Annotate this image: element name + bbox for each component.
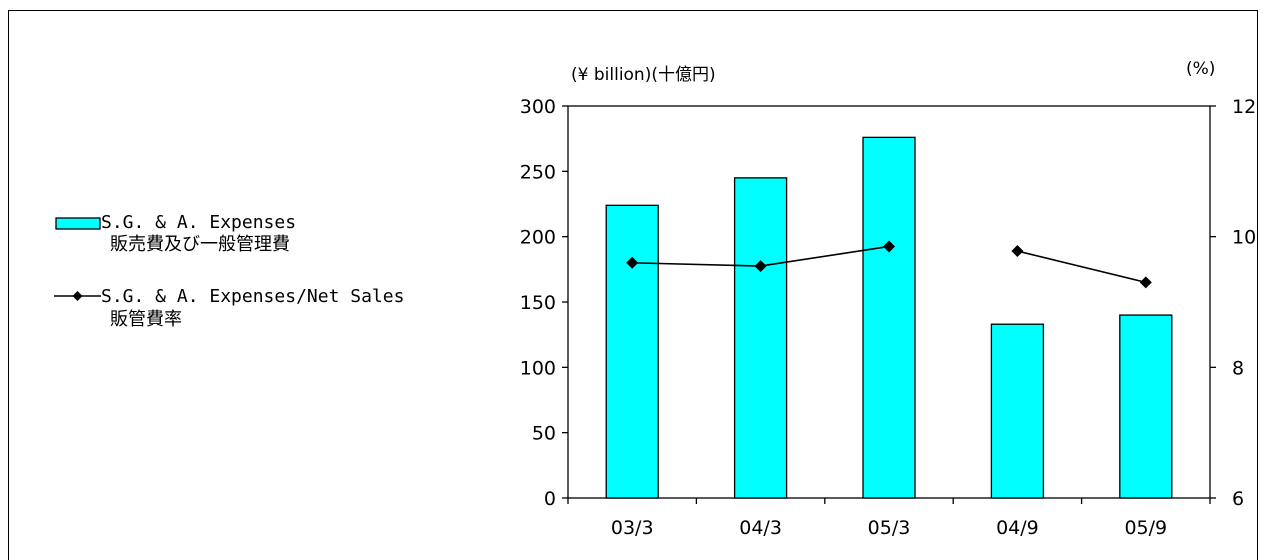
- x-axis-tick-label: 05/9: [1124, 517, 1167, 539]
- marker-sga-ratio: [883, 240, 895, 253]
- right-axis-tick-label: 6: [1232, 488, 1244, 510]
- legend-bar-label-ja: 販売費及び一般管理費: [110, 234, 290, 255]
- bar-sga-expenses: [1119, 314, 1173, 499]
- left-axis-tick-label: 250: [520, 161, 556, 183]
- bar-sga-expenses: [605, 204, 659, 499]
- bar-sga-expenses: [990, 323, 1045, 499]
- x-axis-tick-label: 03/3: [611, 517, 654, 539]
- left-axis-tick-label: 100: [520, 357, 556, 379]
- left-axis-tick-label: 150: [520, 292, 556, 314]
- x-axis-tick-label: 04/3: [739, 517, 782, 539]
- plot-area: 0 50 100 150 200 250 300 6 8 10 12 03/3 04/3 05/3 04/9…: [520, 96, 1256, 539]
- legend: S.G. & A. Expenses 販売費及び一般管理費 S.G. & A. …: [54, 212, 404, 330]
- legend-bar-swatch: [55, 217, 101, 230]
- right-axis-tick-label: 12: [1232, 96, 1256, 118]
- x-axis-tick-label: 05/3: [868, 517, 911, 539]
- right-axis-unit-label: (%): [1186, 59, 1215, 79]
- legend-line-marker: [72, 291, 83, 301]
- marker-sga-ratio: [626, 256, 639, 269]
- bar-sga-expenses: [733, 177, 788, 499]
- legend-bar-label: S.G. & A. Expenses: [101, 212, 296, 233]
- marker-sga-ratio: [1139, 276, 1152, 289]
- legend-line-label: S.G. & A. Expenses/Net Sales: [101, 286, 404, 307]
- left-axis-tick-label: 50: [532, 423, 556, 445]
- chart-frame: [8, 10, 1258, 560]
- left-axis-tick-label: 300: [520, 96, 556, 118]
- marker-sga-ratio: [754, 260, 767, 273]
- legend-line-label-ja: 販管費率: [110, 309, 182, 330]
- left-axis-unit-label: (¥ billion)(十億円): [571, 65, 716, 85]
- right-axis-tick-label: 8: [1232, 357, 1244, 379]
- line-sga-ratio: [1017, 250, 1146, 284]
- marker-sga-ratio: [1011, 245, 1024, 258]
- left-axis-tick-label: 200: [520, 227, 556, 249]
- x-axis-tick-label: 04/9: [996, 517, 1039, 539]
- bar-sga-expenses: [862, 136, 916, 499]
- left-axis-tick-label: 0: [544, 488, 556, 510]
- right-axis-tick-label: 10: [1232, 227, 1256, 249]
